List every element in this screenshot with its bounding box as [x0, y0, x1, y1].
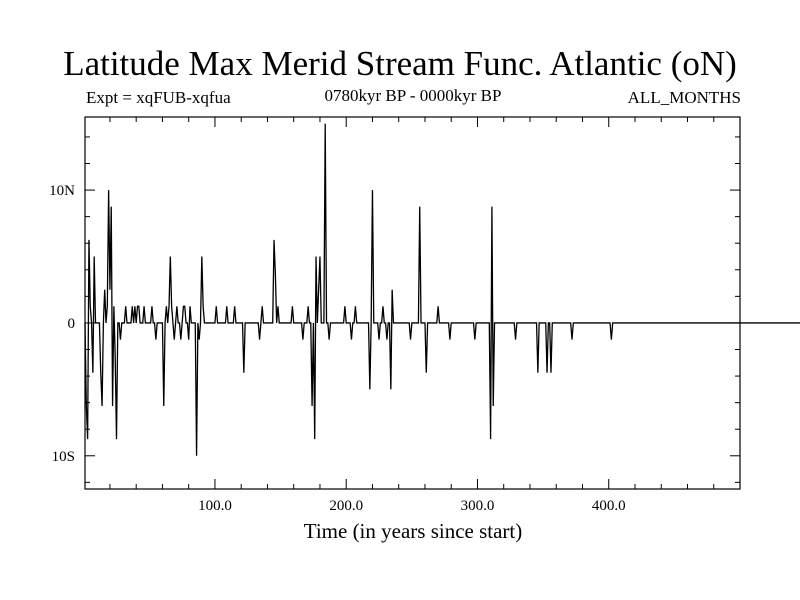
y-tick-label: 0	[68, 316, 76, 332]
x-axis-label: Time (in years since start)	[303, 519, 523, 543]
plot-axes	[84, 116, 741, 490]
experiment-label: Expt = xqFUB-xqfua	[86, 88, 231, 107]
axis-ticks: 100.0 200.0 300.0 400.0 10S 0 10N	[49, 117, 740, 514]
plot-frame	[84, 116, 741, 490]
x-tick-label: 100.0	[198, 498, 232, 514]
period-label: 0780kyr BP - 0000kyr BP	[324, 86, 502, 105]
y-tick-label: 10S	[52, 449, 75, 465]
chart-title: Latitude Max Merid Stream Func. Atlantic…	[63, 44, 737, 83]
months-label: ALL_MONTHS	[627, 88, 741, 107]
x-tick-label: 300.0	[461, 498, 495, 514]
series-line-0	[84, 123, 800, 456]
y-tick-label: 10N	[49, 183, 75, 199]
series-layer	[84, 123, 800, 456]
x-tick-label: 400.0	[592, 498, 626, 514]
x-tick-label: 200.0	[329, 498, 363, 514]
